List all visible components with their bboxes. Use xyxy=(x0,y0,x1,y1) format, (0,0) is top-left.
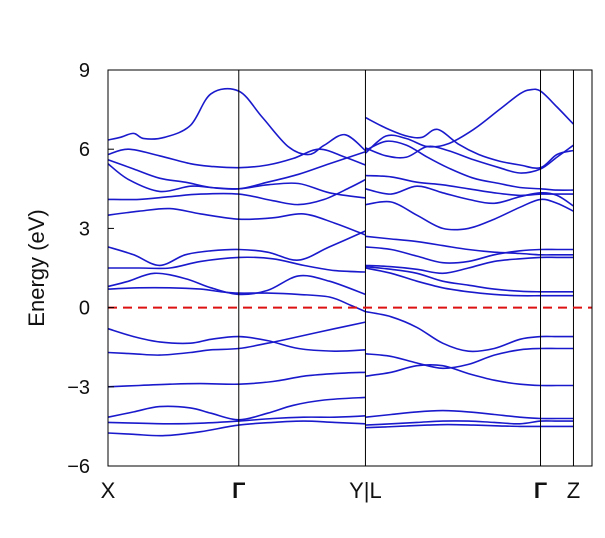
y-axis-title: Energy (eV) xyxy=(24,209,49,326)
band-line-25 xyxy=(365,256,574,275)
band-line-33 xyxy=(365,116,574,169)
band-line-13 xyxy=(107,163,366,199)
band-line-32 xyxy=(365,144,574,174)
band-line-6 xyxy=(107,327,366,353)
band-line-29 xyxy=(365,185,574,207)
band-line-9 xyxy=(108,256,366,273)
plot-frame xyxy=(107,69,593,467)
band-line-24 xyxy=(365,265,574,293)
band-line-22 xyxy=(365,310,574,353)
band-line-21 xyxy=(365,347,574,370)
kpoint-label-4: Γ xyxy=(534,478,547,503)
band-line-31 xyxy=(365,140,574,191)
band-line-20 xyxy=(365,364,574,387)
y-tick-label-6: 9 xyxy=(79,60,90,82)
x-axis-kpoint-labels: X Γ Y|L Γ Z xyxy=(101,478,581,503)
band-line-10 xyxy=(107,230,366,267)
band-line-14 xyxy=(107,151,366,190)
band-line-4 xyxy=(107,371,366,388)
band-line-17 xyxy=(365,423,574,429)
kpoint-label-2: Γ xyxy=(232,478,245,503)
y-tick-label-3: 0 xyxy=(79,298,90,320)
band-line-34 xyxy=(364,88,575,154)
band-line-28 xyxy=(365,198,574,231)
y-tick-label-4: 3 xyxy=(79,218,90,240)
y-axis-ticks: −6 −3 0 3 6 9 xyxy=(67,60,114,478)
band-line-8 xyxy=(107,272,366,296)
y-tick-label-1: −6 xyxy=(67,456,90,478)
band-line-26 xyxy=(365,246,574,264)
band-line-16 xyxy=(107,87,366,156)
band-line-19 xyxy=(365,409,574,420)
band-line-27 xyxy=(365,235,574,256)
band-line-11 xyxy=(107,207,366,236)
band-lines xyxy=(107,87,575,437)
kpoint-label-3: Y|L xyxy=(349,478,382,503)
high-symmetry-lines xyxy=(238,70,574,466)
band-line-18 xyxy=(365,420,574,426)
band-line-30 xyxy=(365,174,574,197)
band-line-23 xyxy=(365,267,574,297)
band-line-3 xyxy=(107,396,366,421)
y-tick-label-2: −3 xyxy=(67,377,90,399)
band-line-5 xyxy=(107,321,366,356)
y-tick-label-5: 6 xyxy=(79,139,90,161)
kpoint-label-5: Z xyxy=(567,478,580,503)
kpoint-label-1: X xyxy=(101,478,116,503)
